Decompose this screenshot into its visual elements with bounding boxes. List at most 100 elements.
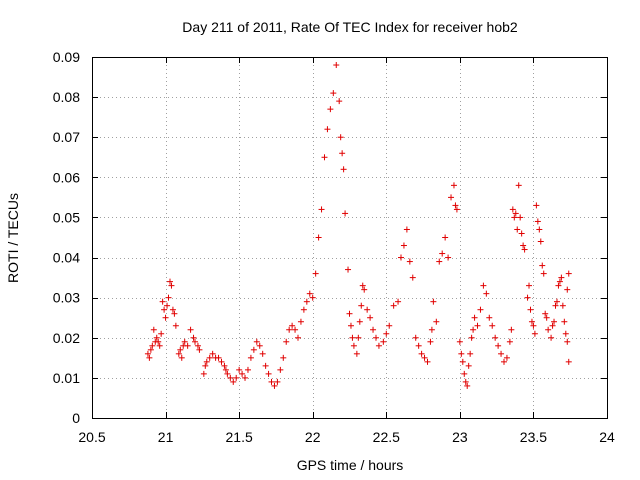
data-point [545,326,552,333]
data-point [527,306,534,313]
data-point [356,318,363,325]
data-point [453,206,460,213]
data-point [468,334,475,341]
x-tick-label: 23 [452,429,468,445]
data-point [403,226,410,233]
data-point [236,366,243,373]
data-point [556,278,563,285]
data-point [508,326,515,333]
data-point [184,342,191,349]
data-point [346,310,353,317]
data-point [509,206,516,213]
data-point [470,326,477,333]
y-tick-label: 0.01 [53,370,80,386]
data-points [144,62,572,389]
data-point [536,226,543,233]
data-point [558,274,565,281]
data-point [227,374,234,381]
x-tick-label: 20.5 [78,429,105,445]
data-point [321,154,328,161]
x-axis-label: GPS time / hours [297,457,404,473]
data-point [409,274,416,281]
data-point [483,290,490,297]
data-point [256,342,263,349]
x-tick-label: 22 [305,429,321,445]
data-point [375,342,382,349]
data-point [336,98,343,105]
data-point [168,282,175,289]
data-point [172,322,179,329]
y-tick-label: 0.09 [53,49,80,65]
data-point [146,354,153,361]
data-point [515,182,522,189]
data-point [380,338,387,345]
data-point [564,286,571,293]
data-point [312,270,319,277]
data-point [555,282,562,289]
data-point [147,346,154,353]
data-point [149,342,156,349]
data-point [342,210,349,217]
data-point [349,334,356,341]
data-point [159,298,166,305]
data-point [526,282,533,289]
data-point [161,306,168,313]
data-point [247,354,254,361]
data-point [259,350,266,357]
y-tick-label: 0.02 [53,330,80,346]
data-point [144,350,151,357]
data-point [424,358,431,365]
data-point [242,374,249,381]
data-point [534,218,541,225]
data-point [190,334,197,341]
data-point [292,326,299,333]
data-point [415,342,422,349]
data-point [506,338,513,345]
data-point [486,314,493,321]
data-point [177,346,184,353]
data-point [318,206,325,213]
data-point [462,378,469,385]
data-point [353,350,360,357]
data-point [517,214,524,221]
data-point [330,90,337,97]
data-point [361,286,368,293]
data-point [442,234,449,241]
data-point [187,326,194,333]
data-point [162,314,169,321]
y-axis-label: ROTI / TECUs [5,193,21,283]
data-point [156,342,163,349]
data-point [224,370,231,377]
data-point [383,330,390,337]
data-point [421,354,428,361]
data-point [327,106,334,113]
y-tick-label: 0.03 [53,290,80,306]
x-tick-label: 21.5 [226,429,253,445]
data-point [175,350,182,357]
data-point [427,338,434,345]
data-point [562,330,569,337]
data-point [477,306,484,313]
data-point [200,370,207,377]
data-point [458,350,465,357]
data-point [398,254,404,261]
data-point [524,294,531,301]
data-point [230,378,237,385]
data-point [372,334,379,341]
plot-frame [92,57,608,419]
data-point [501,358,507,365]
data-point [315,234,322,241]
data-point [400,242,407,249]
data-point [433,318,440,325]
data-point [277,366,284,373]
data-point [250,346,257,353]
data-point [528,318,535,325]
data-point [471,314,478,321]
data-point [165,294,172,301]
data-point [169,306,176,313]
data-point [540,270,547,277]
data-point [553,298,560,305]
data-point [274,378,281,385]
data-point [339,150,346,157]
